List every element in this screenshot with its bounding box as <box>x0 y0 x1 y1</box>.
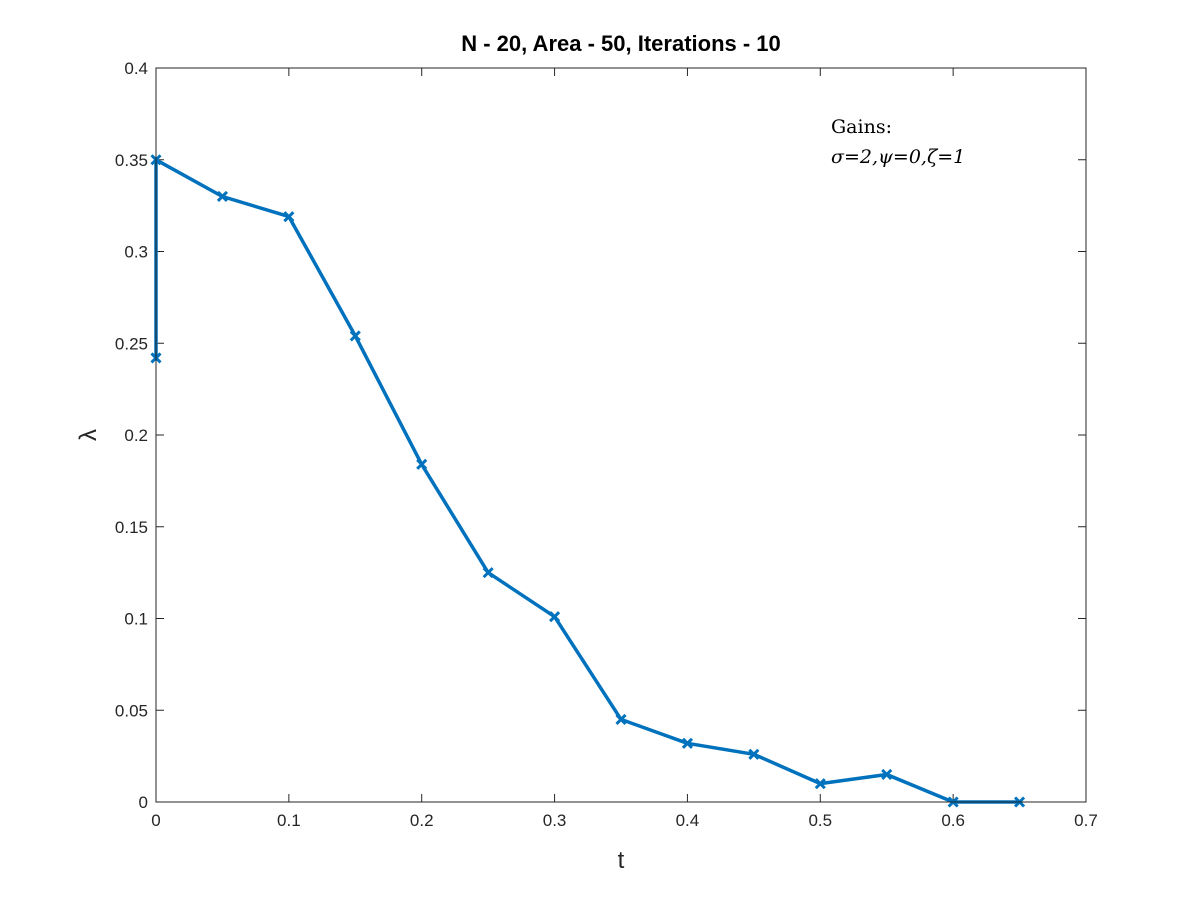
x-tick-label: 0.3 <box>543 811 567 830</box>
x-tick-label: 0.1 <box>277 811 301 830</box>
data-point-marker <box>615 713 627 725</box>
data-point-marker <box>748 748 760 760</box>
data-point-marker <box>416 458 428 470</box>
y-tick-label: 0.2 <box>124 426 148 445</box>
axes-box <box>155 67 1087 803</box>
y-tick-label: 0.3 <box>124 243 148 262</box>
data-point-marker <box>482 567 494 579</box>
x-tick-label: 0 <box>151 811 160 830</box>
y-tick-label: 0.4 <box>124 59 148 78</box>
y-tick-label: 0.05 <box>115 701 148 720</box>
data-point-marker <box>549 611 561 623</box>
x-tick-label: 0.6 <box>941 811 965 830</box>
data-point-marker <box>216 190 228 203</box>
y-tick-label: 0.35 <box>115 151 148 170</box>
y-tick-label: 0.15 <box>115 518 148 537</box>
x-tick-label: 0.2 <box>410 811 434 830</box>
gains-annotation-title: Gains: <box>831 116 892 138</box>
x-tick-label: 0.5 <box>808 811 832 830</box>
plot-area <box>156 68 1086 802</box>
x-tick-label: 0.7 <box>1074 811 1098 830</box>
data-point-marker <box>881 768 893 781</box>
tick-labels-group: 0 0.1 0.2 0.3 0.4 0.5 0.6 0.7 0 0.05 0.1 0.15 0.2 0.2… <box>115 59 1098 830</box>
data-point-marker <box>283 211 295 223</box>
data-point-marker <box>814 778 826 790</box>
y-tick-label: 0 <box>139 793 148 812</box>
series-group <box>150 154 1026 808</box>
data-point-marker <box>681 737 693 749</box>
y-tick-label: 0.25 <box>115 334 148 353</box>
data-point-marker <box>349 330 361 342</box>
gains-annotation-values: σ=2,ψ=0,ζ=1 <box>831 146 965 168</box>
x-axis-label: t <box>618 847 625 874</box>
y-axis-label: λ <box>75 429 102 441</box>
chart-title: N - 20, Area - 50, Iterations - 10 <box>461 31 781 56</box>
y-tick-label: 0.1 <box>124 610 148 629</box>
x-tick-label: 0.4 <box>676 811 700 830</box>
